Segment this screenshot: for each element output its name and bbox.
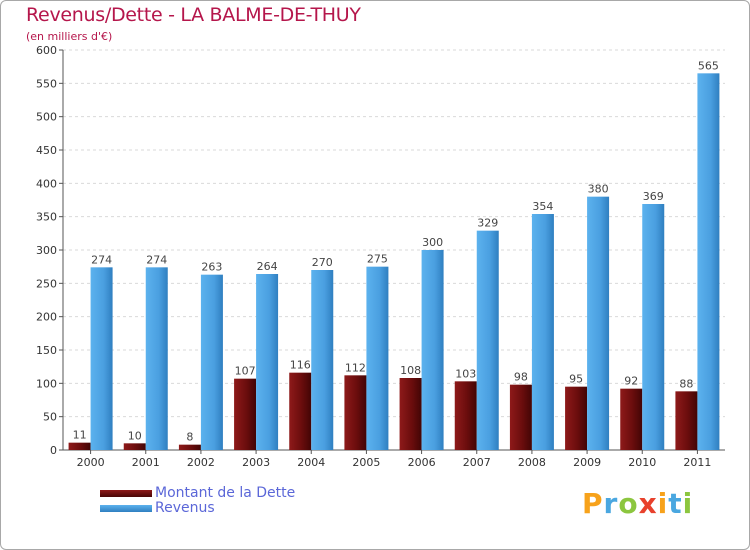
x-tick-label: 2001	[132, 456, 160, 469]
data-label-dette-2006: 108	[400, 364, 421, 377]
data-label-dette-2005: 112	[345, 361, 366, 374]
x-tick-label: 2006	[408, 456, 436, 469]
bar-dette-2010	[620, 388, 643, 450]
legend-label-revenus: Revenus	[155, 500, 215, 516]
x-tick-label: 2000	[77, 456, 105, 469]
legend-label-dette: Montant de la Dette	[155, 485, 296, 501]
data-label-revenus-2002: 263	[201, 261, 222, 274]
bar-dette-2011	[675, 391, 698, 450]
logo-letter: r	[603, 487, 619, 520]
logo-letter: i	[682, 487, 694, 520]
data-label-revenus-2004: 270	[312, 256, 333, 269]
data-label-revenus-2005: 275	[367, 253, 388, 266]
bar-dette-2004	[289, 372, 312, 450]
data-label-dette-2009: 95	[569, 373, 583, 386]
bar-revenus-2001	[145, 267, 168, 450]
x-tick-label: 2010	[628, 456, 656, 469]
bar-dette-2009	[565, 386, 588, 450]
legend-swatch-revenus	[100, 505, 152, 512]
x-tick-label: 2009	[573, 456, 601, 469]
bar-revenus-2007	[476, 230, 499, 450]
data-label-dette-2001: 10	[128, 429, 142, 442]
bar-revenus-2004	[311, 270, 334, 450]
x-tick-label: 2007	[463, 456, 491, 469]
bar-revenus-2009	[587, 196, 610, 450]
y-tick-label: 100	[36, 377, 57, 390]
y-tick-label: 0	[50, 444, 57, 457]
bar-dette-2001	[123, 443, 146, 450]
data-label-revenus-2006: 300	[422, 236, 443, 249]
data-label-revenus-2009: 380	[588, 183, 609, 196]
data-label-dette-2011: 88	[679, 377, 693, 390]
y-tick-label: 550	[36, 77, 57, 90]
y-tick-label: 300	[36, 244, 57, 257]
x-tick-label: 2003	[242, 456, 270, 469]
bar-dette-2003	[234, 378, 257, 450]
data-label-revenus-2001: 274	[146, 253, 167, 266]
bar-dette-2002	[178, 444, 201, 450]
bar-dette-2005	[344, 375, 367, 450]
data-label-revenus-2007: 329	[477, 217, 498, 230]
logo-letter: o	[618, 487, 639, 520]
legend-swatch-dette	[100, 490, 152, 497]
y-tick-label: 250	[36, 277, 57, 290]
y-tick-label: 150	[36, 344, 57, 357]
x-tick-label: 2011	[683, 456, 711, 469]
bar-revenus-2010	[642, 204, 665, 450]
y-tick-label: 600	[36, 44, 57, 57]
bar-revenus-2008	[531, 214, 554, 450]
x-tick-label: 2008	[518, 456, 546, 469]
bar-dette-2008	[509, 384, 532, 450]
bar-revenus-2000	[90, 267, 113, 450]
bar-revenus-2003	[256, 274, 279, 450]
logo-letter: t	[668, 487, 683, 520]
data-label-revenus-2008: 354	[532, 200, 553, 213]
data-label-dette-2010: 92	[624, 375, 638, 388]
chart-title: Revenus/Dette - LA BALME-DE-THUY	[26, 4, 361, 26]
data-label-dette-2002: 8	[186, 431, 193, 444]
y-tick-label: 50	[43, 411, 57, 424]
x-tick-label: 2005	[352, 456, 380, 469]
logo-letter: i	[657, 487, 669, 520]
logo-letter: x	[638, 487, 658, 520]
proxiti-logo: Proxiti	[582, 487, 693, 520]
chart-subtitle: (en milliers d'€)	[26, 30, 113, 43]
data-label-revenus-2011: 565	[698, 59, 719, 72]
bar-dette-2000	[68, 442, 91, 450]
data-label-dette-2003: 107	[235, 365, 256, 378]
bar-revenus-2002	[200, 274, 223, 450]
bar-revenus-2006	[421, 250, 444, 450]
data-label-dette-2007: 103	[455, 367, 476, 380]
y-tick-label: 450	[36, 144, 57, 157]
data-label-revenus-2010: 369	[643, 190, 664, 203]
y-tick-label: 350	[36, 211, 57, 224]
data-label-dette-2008: 98	[514, 371, 528, 384]
y-tick-label: 400	[36, 177, 57, 190]
bar-revenus-2011	[697, 73, 720, 450]
data-label-dette-2004: 116	[290, 359, 311, 372]
bar-dette-2006	[399, 378, 422, 450]
bar-revenus-2005	[366, 266, 389, 450]
y-tick-label: 500	[36, 111, 57, 124]
x-tick-label: 2002	[187, 456, 215, 469]
bar-dette-2007	[454, 381, 477, 450]
x-tick-label: 2004	[297, 456, 325, 469]
data-label-dette-2000: 11	[73, 429, 87, 442]
data-label-revenus-2000: 274	[91, 253, 112, 266]
logo-letter: P	[582, 487, 604, 520]
y-tick-label: 200	[36, 311, 57, 324]
data-label-revenus-2003: 264	[257, 260, 278, 273]
